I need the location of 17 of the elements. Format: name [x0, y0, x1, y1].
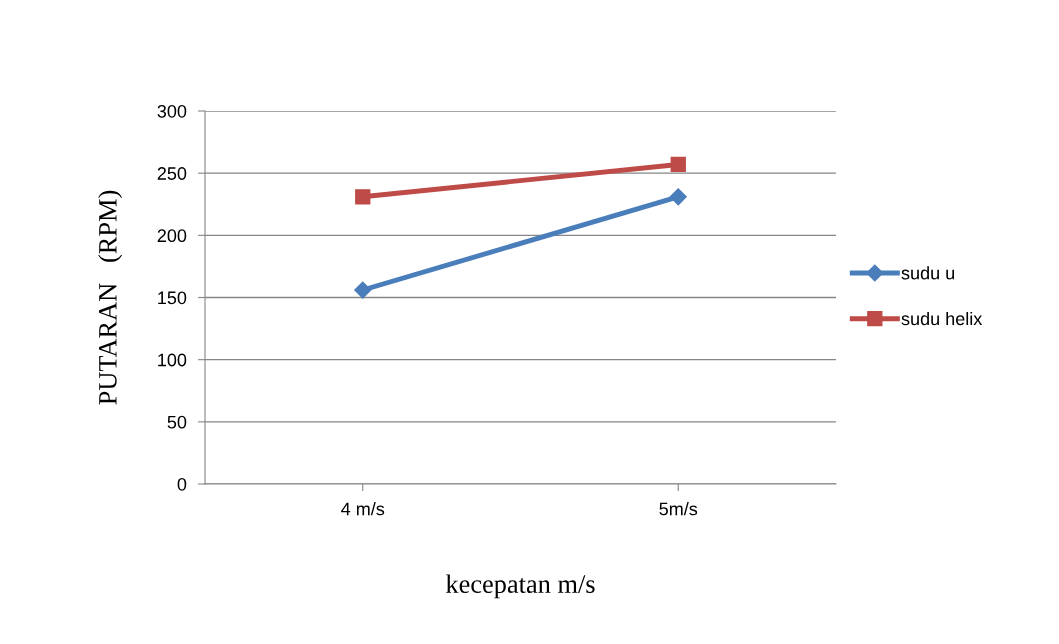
y-tick-label: 100: [158, 353, 187, 367]
legend-label: sudu helix: [901, 311, 983, 326]
point: [355, 189, 371, 205]
point: [669, 188, 687, 206]
x-axis-title: kecepatan m/s: [445, 574, 595, 599]
point: [670, 156, 686, 173]
x-tick-label: 5m/s: [659, 502, 698, 516]
y-tick-label: 150: [158, 291, 187, 305]
y-tick-label: 0: [177, 477, 187, 491]
y-tick-label: 50: [167, 415, 187, 429]
y-axis-title: PUTARAN (RPM): [98, 190, 123, 405]
y-tick-label: 300: [157, 104, 187, 118]
x-tick-label: 4 m/s: [341, 502, 385, 516]
y-tick-label: 200: [157, 229, 187, 243]
point: [354, 281, 372, 299]
y-tick-label: 250: [157, 167, 187, 180]
legend-label: sudu u: [901, 266, 955, 280]
